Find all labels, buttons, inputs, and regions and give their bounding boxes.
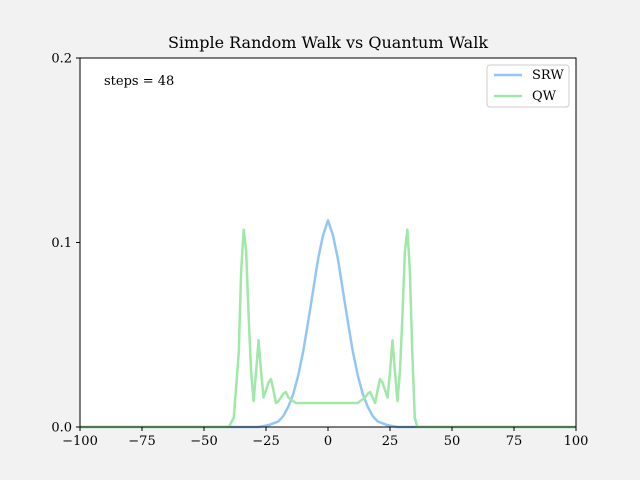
y-axis: 0.0 0.1 0.2 bbox=[51, 52, 80, 436]
y-tick-label: 0.1 bbox=[51, 236, 72, 251]
x-tick-label: −25 bbox=[252, 434, 279, 449]
y-tick-label: 0.0 bbox=[51, 421, 72, 436]
steps-annotation: steps = 48 bbox=[104, 74, 174, 89]
x-tick-label: 25 bbox=[382, 434, 399, 449]
x-tick-label: 75 bbox=[506, 434, 523, 449]
x-tick-label: 100 bbox=[564, 434, 589, 449]
legend-label-qw: QW bbox=[532, 89, 557, 104]
x-tick-label: −50 bbox=[190, 434, 217, 449]
series-layer bbox=[80, 219, 576, 429]
x-tick-label: −75 bbox=[128, 434, 155, 449]
series-line-srw bbox=[80, 219, 576, 429]
legend: SRW QW bbox=[486, 64, 570, 108]
x-tick-label: −100 bbox=[62, 434, 98, 449]
legend-label-srw: SRW bbox=[532, 68, 564, 83]
y-tick-label: 0.2 bbox=[51, 52, 72, 67]
chart-title: Simple Random Walk vs Quantum Walk bbox=[168, 33, 488, 52]
plot-area bbox=[80, 58, 576, 427]
x-tick-label: 0 bbox=[324, 434, 332, 449]
x-axis: −100 −75 −50 −25 0 25 50 75 100 bbox=[62, 427, 588, 449]
series-line-qw bbox=[80, 228, 576, 429]
x-tick-label: 50 bbox=[444, 434, 461, 449]
